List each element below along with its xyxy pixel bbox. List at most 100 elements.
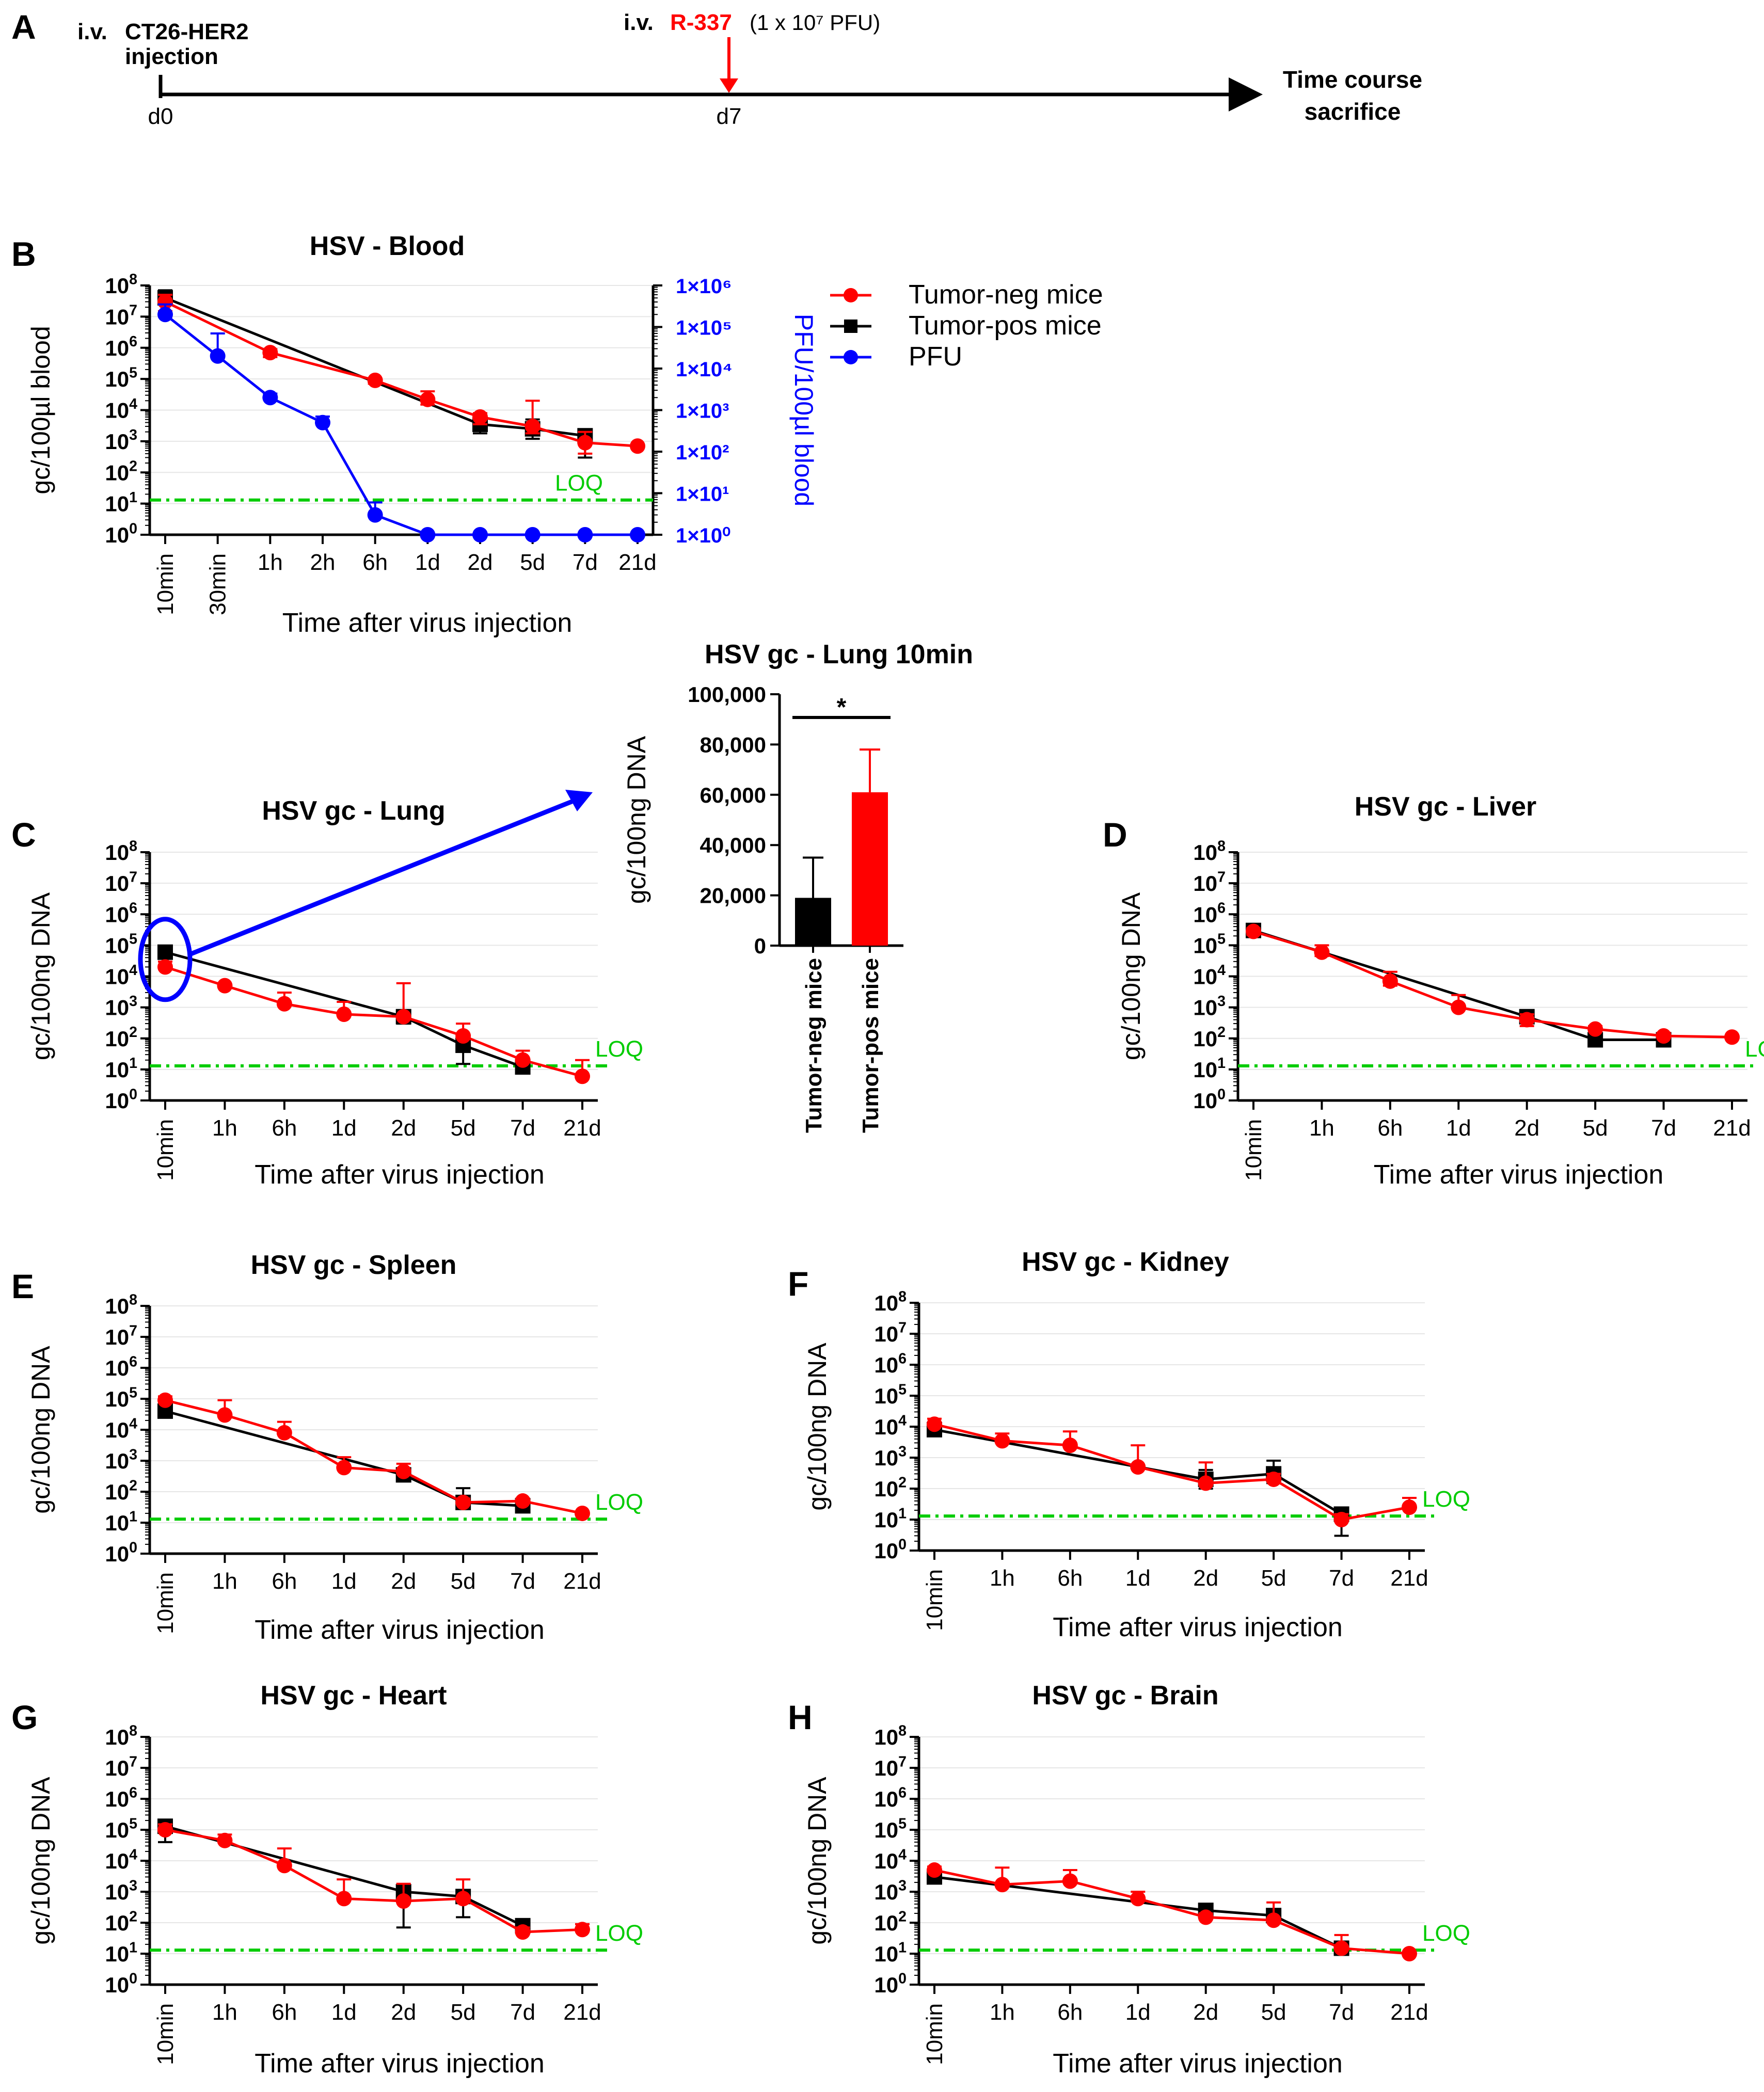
y-tick-label: 102 bbox=[874, 1908, 907, 1935]
y-tick-label: 101 bbox=[105, 1508, 137, 1535]
x-tick-label: 1d bbox=[1125, 1566, 1151, 1591]
y-tick-label: 100 bbox=[105, 1539, 137, 1566]
data-point bbox=[472, 409, 488, 425]
data-point bbox=[1724, 1029, 1740, 1045]
data-point bbox=[994, 1433, 1010, 1449]
y-tick-label: 102 bbox=[105, 1908, 137, 1935]
data-point bbox=[276, 1858, 292, 1874]
x-tick-label: 10min bbox=[153, 2003, 178, 2065]
y-tick-label: 20,000 bbox=[700, 884, 766, 908]
data-point bbox=[1266, 1912, 1282, 1928]
y-tick-label: 105 bbox=[874, 1381, 907, 1408]
series-line bbox=[934, 1875, 1342, 1950]
series-line bbox=[164, 313, 638, 536]
data-point bbox=[157, 1392, 173, 1408]
series-line bbox=[165, 1410, 523, 1507]
x-tick-label: Tumor-neg mice bbox=[801, 958, 827, 1133]
legend-label-tumor-neg: Tumor-neg mice bbox=[909, 280, 1103, 310]
injection-prefix: i.v. bbox=[77, 19, 107, 44]
y-tick-label: 101 bbox=[105, 489, 137, 516]
panel-letter-a: A bbox=[11, 8, 36, 46]
data-point bbox=[515, 1924, 531, 1940]
chart-title: HSV - Blood bbox=[310, 231, 465, 261]
x-axis-label: Time after virus injection bbox=[255, 2049, 545, 2079]
y-tick-label: 106 bbox=[1193, 900, 1226, 927]
data-point bbox=[262, 345, 278, 361]
x-tick-label: 2d bbox=[1193, 1566, 1218, 1591]
y-tick-label: 103 bbox=[105, 1877, 137, 1904]
y-tick-label: 100 bbox=[105, 1970, 137, 1997]
data-point bbox=[336, 1891, 352, 1907]
y-tick-label: 105 bbox=[874, 1815, 907, 1842]
series-line bbox=[164, 300, 638, 448]
x-tick-label: 2d bbox=[391, 2000, 416, 2025]
charts-layer: B HSV - Blood 100 101 102 103 104 105 106 107 108 g… bbox=[11, 231, 1764, 2079]
x-tick-label: 2d bbox=[391, 1115, 416, 1141]
chart-lung-10min-inset: HSV gc - Lung 10min 0 20,000 40,000 60,000 80… bbox=[622, 640, 973, 1133]
chart-C: C HSV gc - Lung 100 101 102 103 104 105 106 107 10… bbox=[11, 790, 643, 1190]
y-tick-label: 101 bbox=[105, 1939, 137, 1966]
data-point bbox=[1451, 999, 1467, 1015]
x-tick-label: 21d bbox=[1390, 1566, 1428, 1591]
data-point bbox=[1333, 1512, 1349, 1527]
x-tick-label: 10min bbox=[153, 1119, 178, 1181]
data-point bbox=[395, 1009, 411, 1025]
y-axis-label: gc/100ng DNA bbox=[803, 1343, 832, 1511]
y-tick-label: 103 bbox=[874, 1443, 907, 1470]
series-line bbox=[934, 1423, 1410, 1521]
data-point bbox=[1130, 1891, 1146, 1907]
x-tick-label: 2d bbox=[468, 550, 493, 575]
zoom-arrow-line bbox=[189, 796, 579, 956]
y-tick-label: 101 bbox=[105, 1055, 137, 1082]
y2-tick-label: 1×10³ bbox=[676, 400, 729, 423]
x-tick-label: 21d bbox=[1390, 2000, 1428, 2025]
y-tick-label: 108 bbox=[105, 271, 137, 298]
treatment-dose: (1 x 10⁷ PFU) bbox=[750, 10, 880, 35]
x-tick-label: 1d bbox=[331, 2000, 357, 2025]
data-point bbox=[1382, 973, 1398, 989]
y-tick-label: 103 bbox=[1193, 993, 1226, 1020]
x-tick-label: 2d bbox=[391, 1569, 416, 1594]
data-point bbox=[336, 1460, 352, 1476]
data-point bbox=[1314, 944, 1330, 960]
y-tick-label: 105 bbox=[105, 1384, 137, 1411]
data-point bbox=[217, 1832, 233, 1848]
series-line bbox=[165, 951, 523, 1068]
zoom-arrow-head bbox=[565, 790, 593, 811]
legend-marker-pfu bbox=[844, 350, 858, 364]
y2-tick-label: 1×10⁰ bbox=[676, 524, 730, 547]
x-tick-label: 7d bbox=[573, 550, 598, 575]
x-tick-label: 21d bbox=[1713, 1115, 1751, 1141]
y2-axis-label: PFU/100µl blood bbox=[789, 314, 818, 506]
x-axis-label: Time after virus injection bbox=[1374, 1160, 1664, 1190]
y-tick-label: 100 bbox=[1193, 1086, 1226, 1113]
y2-tick-label: 1×10⁶ bbox=[676, 275, 732, 298]
data-point bbox=[455, 1494, 471, 1510]
y-tick-label: 101 bbox=[874, 1939, 907, 1966]
data-point bbox=[575, 1505, 590, 1521]
y-tick-label: 102 bbox=[105, 458, 137, 485]
x-tick-label: 6h bbox=[1057, 1566, 1083, 1591]
y-tick-label: 107 bbox=[105, 302, 137, 329]
chart-title: HSV gc - Brain bbox=[1032, 1681, 1218, 1711]
data-point bbox=[420, 391, 436, 407]
y-tick-label: 40,000 bbox=[700, 833, 766, 857]
y-tick-label: 101 bbox=[874, 1505, 907, 1532]
x-tick-label: 7d bbox=[510, 2000, 535, 2025]
x-tick-label: 10min bbox=[1241, 1119, 1266, 1181]
x-tick-label: 7d bbox=[1651, 1115, 1676, 1141]
x-tick-label: 6h bbox=[362, 550, 388, 575]
x-tick-label: 10min bbox=[153, 1572, 178, 1634]
y-axis-label: gc/100ng DNA bbox=[1117, 892, 1146, 1060]
day7-label: d7 bbox=[717, 104, 742, 129]
injection-line2: injection bbox=[125, 44, 218, 69]
y-tick-label: 80,000 bbox=[700, 732, 766, 757]
series-line bbox=[165, 296, 585, 437]
loq-label: LOQ bbox=[595, 1921, 643, 1946]
data-point bbox=[577, 435, 593, 451]
chart-title: HSV gc - Kidney bbox=[1022, 1247, 1229, 1277]
y-tick-label: 100,000 bbox=[688, 682, 766, 707]
significance-star: * bbox=[837, 694, 847, 721]
y-tick-label: 105 bbox=[1193, 931, 1226, 958]
data-point bbox=[1062, 1873, 1078, 1889]
